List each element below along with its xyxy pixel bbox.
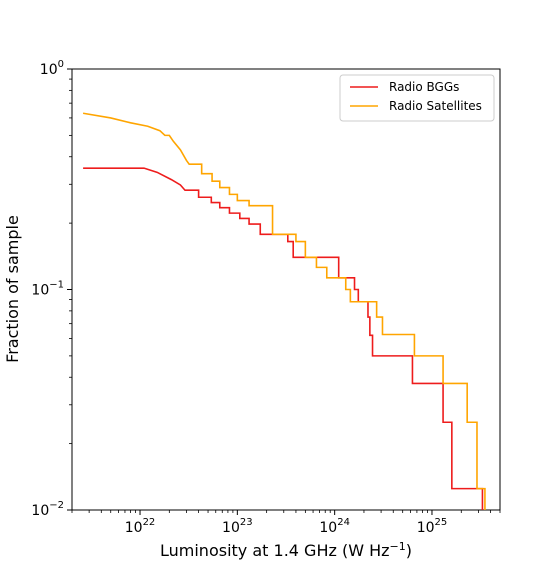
series-lines	[82, 112, 486, 510]
legend: Radio BGGs Radio Satellites	[339, 74, 495, 122]
legend-label-radio-satellites: Radio Satellites	[389, 99, 482, 113]
x-axis-label: Luminosity at 1.4 GHz (W Hz−1)	[160, 540, 412, 560]
y-tick-label: 10−1	[31, 280, 64, 299]
y-axis-label: Fraction of sample	[3, 215, 22, 363]
y-tick-label: 10−2	[31, 500, 64, 519]
y-tick-label: 100	[40, 59, 64, 78]
x-tick-label: 1024	[319, 517, 350, 536]
x-tick-label: 1023	[222, 517, 253, 536]
series-line-radio-bggs	[83, 167, 484, 510]
series-line-radio-satellites	[82, 112, 486, 510]
x-tick-label: 1025	[417, 517, 448, 536]
legend-box	[339, 74, 495, 122]
legend-label-radio-bggs: Radio BGGs	[389, 80, 459, 94]
axis-ticks: 1022 1023 1024 1025 10−2 10−1 100	[31, 59, 501, 536]
x-tick-label: 1022	[125, 517, 156, 536]
